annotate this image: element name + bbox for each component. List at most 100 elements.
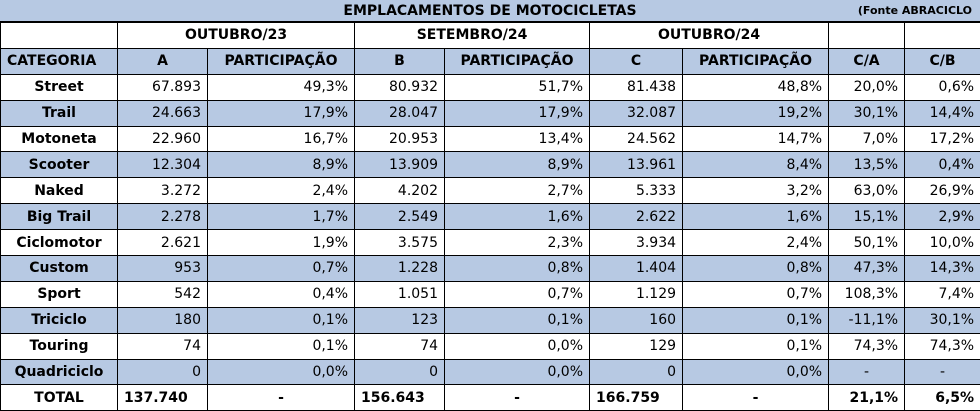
table-title: EMPLACAMENTOS DE MOTOCICLETAS [343,3,637,19]
growth-ca-cell: 50,1% [828,229,906,257]
total-value-c-cell: 166.759 [589,384,684,411]
category-cell: Scooter [0,151,118,179]
source-note: (Fonte ABRACICLO [857,4,972,17]
value-c-cell: 32.087 [589,99,684,127]
value-c-cell: 1.129 [589,280,684,308]
total-share-b-cell: - [444,384,591,411]
share-c-cell: 0,8% [682,255,830,282]
growth-cb-cell: 26,9% [904,177,980,205]
growth-cb-cell: 0,6% [904,73,980,101]
header-a-share: PARTICIPAÇÃO [206,47,356,75]
value-c-cell: 24.562 [589,125,684,153]
share-c-cell: 19,2% [682,99,830,127]
table-row: Motoneta 22.960 16,7% 20.953 13,4% 24.562 14,7… [0,125,980,153]
period-header-empty [0,22,118,49]
share-a-cell: 0,7% [206,255,356,282]
share-a-cell: 0,4% [206,280,356,308]
share-b-cell: 0,1% [444,306,591,334]
value-a-cell: 953 [117,255,208,282]
share-a-cell: 49,3% [206,73,356,101]
total-growth-ca-cell: 21,1% [828,384,906,411]
share-a-cell: 16,7% [206,125,356,153]
registrations-table: OUTUBRO/23 SETEMBRO/24 OUTUBRO/24 CATEGO… [0,22,980,411]
value-c-cell: 81.438 [589,73,684,101]
growth-cb-cell: 0,4% [904,151,980,179]
growth-cb-cell: 17,2% [904,125,980,153]
category-cell: Custom [0,255,118,282]
period-header-row: OUTUBRO/23 SETEMBRO/24 OUTUBRO/24 [0,22,980,49]
header-c: C [589,47,684,75]
category-cell: Trail [0,99,118,127]
growth-cb-cell: 14,3% [904,255,980,282]
share-b-cell: 0,0% [444,358,591,386]
category-cell: Touring [0,332,118,360]
value-b-cell: 2.549 [354,203,446,231]
column-header-row: CATEGORIA A PARTICIPAÇÃO B PARTICIPAÇÃO … [0,47,980,75]
value-b-cell: 123 [354,306,446,334]
value-a-cell: 22.960 [117,125,208,153]
total-share-c-cell: - [682,384,830,411]
table-row: Quadriciclo 0 0,0% 0 0,0% 0 0,0% - - [0,358,980,386]
period-b-header: SETEMBRO/24 [354,22,591,49]
growth-ca-cell: 74,3% [828,332,906,360]
period-a-header: OUTUBRO/23 [116,22,356,49]
share-b-cell: 2,3% [444,229,591,257]
share-a-cell: 17,9% [206,99,356,127]
share-b-cell: 0,7% [444,280,591,308]
value-a-cell: 2.278 [117,203,208,231]
growth-cb-cell: 7,4% [904,280,980,308]
share-c-cell: 0,1% [682,306,830,334]
total-growth-cb-cell: 6,5% [904,384,980,411]
growth-ca-cell: 13,5% [828,151,906,179]
growth-cb-cell: 14,4% [904,99,980,127]
table-row: Big Trail 2.278 1,7% 2.549 1,6% 2.622 1,6% 15,1… [0,203,980,231]
value-a-cell: 2.621 [117,229,208,257]
header-b-share: PARTICIPAÇÃO [444,47,591,75]
value-b-cell: 1.228 [354,255,446,282]
growth-ca-cell: 30,1% [828,99,906,127]
growth-ca-cell: -11,1% [828,306,906,334]
table-row: Trail 24.663 17,9% 28.047 17,9% 32.087 19,2% 30… [0,99,980,127]
value-a-cell: 67.893 [117,73,208,101]
share-c-cell: 8,4% [682,151,830,179]
share-b-cell: 51,7% [444,73,591,101]
value-b-cell: 28.047 [354,99,446,127]
value-b-cell: 0 [354,358,446,386]
value-c-cell: 2.622 [589,203,684,231]
table-row: Sport 542 0,4% 1.051 0,7% 1.129 0,7% 108,3% 7,4% [0,280,980,308]
growth-ca-cell: 108,3% [828,280,906,308]
value-a-cell: 3.272 [117,177,208,205]
share-c-cell: 3,2% [682,177,830,205]
total-share-a-cell: - [206,384,356,411]
share-c-cell: 0,1% [682,332,830,360]
share-a-cell: 0,1% [206,306,356,334]
category-cell: Triciclo [0,306,118,334]
total-value-a-cell: 137.740 [117,384,208,411]
total-value-b-cell: 156.643 [354,384,446,411]
growth-cb-cell: - [904,358,980,386]
value-a-cell: 180 [117,306,208,334]
share-a-cell: 1,9% [206,229,356,257]
category-cell: Naked [0,177,118,205]
share-b-cell: 8,9% [444,151,591,179]
value-c-cell: 13.961 [589,151,684,179]
growth-ca-cell: 7,0% [828,125,906,153]
growth-cb-cell: 10,0% [904,229,980,257]
header-ca: C/A [828,47,906,75]
share-c-cell: 0,0% [682,358,830,386]
title-bar: EMPLACAMENTOS DE MOTOCICLETAS (Fonte ABR… [0,0,980,22]
header-category: CATEGORIA [0,47,118,75]
growth-cb-cell: 2,9% [904,203,980,231]
total-row: TOTAL 137.740-156.643-166.759-21,1% 6,5% [0,384,980,411]
category-cell: Big Trail [0,203,118,231]
growth-ca-cell: 63,0% [828,177,906,205]
value-b-cell: 20.953 [354,125,446,153]
share-b-cell: 2,7% [444,177,591,205]
value-c-cell: 160 [589,306,684,334]
table-row: Street 67.893 49,3% 80.932 51,7% 81.438 48,8% 2… [0,73,980,101]
value-b-cell: 80.932 [354,73,446,101]
share-a-cell: 8,9% [206,151,356,179]
share-b-cell: 0,0% [444,332,591,360]
table-row: Custom 953 0,7% 1.228 0,8% 1.404 0,8% 47,3% 14,3… [0,255,980,282]
